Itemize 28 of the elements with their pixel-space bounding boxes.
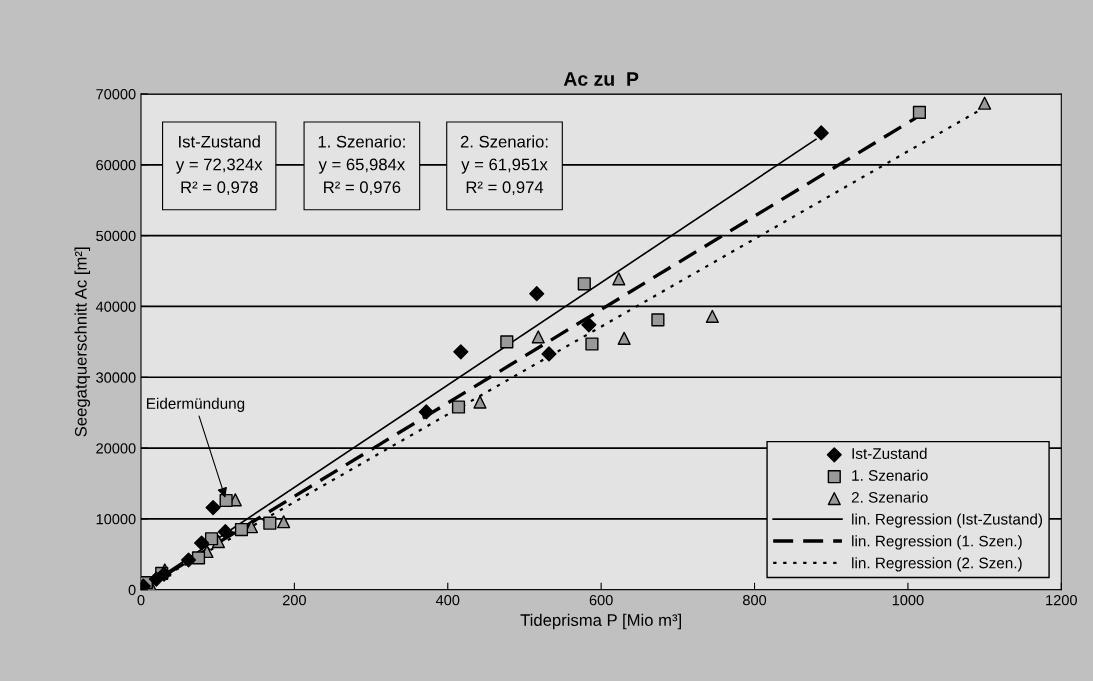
legend-label: Ist-Zustand xyxy=(852,447,927,459)
annotation: Eidermündung xyxy=(147,397,245,412)
x-tick-label: 800 xyxy=(743,594,767,606)
annotation: 1. Szenario: y = 65,984x R² = 0,976 xyxy=(318,135,406,196)
y-tick-label: 30000 xyxy=(96,372,136,383)
x-tick-label: 600 xyxy=(589,594,613,606)
y-tick-label: 50000 xyxy=(96,230,136,242)
y-tick-label: 10000 xyxy=(96,514,136,525)
y-tick-label: 60000 xyxy=(96,159,136,171)
x-tick-label: 1000 xyxy=(892,594,924,606)
legend-label: lin. Regression (1. Szen.) xyxy=(852,535,1022,550)
x-tick-label: 200 xyxy=(282,594,306,606)
x-axis-title: Tideprisma P [Mio m³] xyxy=(520,613,681,630)
legend-label: lin. Regression (2. Szen.) xyxy=(852,557,1022,572)
y-tick-label: 40000 xyxy=(95,301,136,312)
annotation: Ist-Zustand y = 72,324x R² = 0,978 xyxy=(175,135,263,196)
legend-label: 1. Szenario xyxy=(852,469,928,481)
y-axis-title: Seegatquerschnitt Ac [m²] xyxy=(74,247,91,437)
legend-label: 2. Szenario xyxy=(851,491,928,503)
x-tick-label: 0 xyxy=(137,594,145,606)
y-tick-label: 0 xyxy=(128,584,136,596)
y-tick-label: 70000 xyxy=(96,89,136,100)
annotation: 2. Szenario: y = 61,951x R² = 0,974 xyxy=(460,135,548,196)
x-tick-label: 1200 xyxy=(1046,594,1077,606)
legend-label: lin. Regression (Ist-Zustand) xyxy=(852,513,1043,528)
y-tick-label: 20000 xyxy=(96,443,136,454)
x-tick-label: 400 xyxy=(435,594,460,606)
chart-title: Ac zu P xyxy=(563,72,639,86)
